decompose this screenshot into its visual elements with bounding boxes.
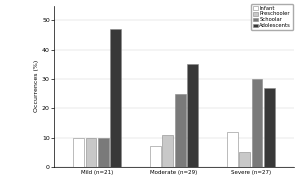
Bar: [187, 64, 198, 167]
Bar: [110, 29, 121, 167]
Bar: [162, 135, 173, 167]
Legend: Infant, Preschooler, Schoolar, Adolescents: Infant, Preschooler, Schoolar, Adolescen…: [251, 4, 293, 30]
Bar: [150, 146, 161, 167]
Bar: [73, 138, 84, 167]
Bar: [175, 94, 186, 167]
Bar: [264, 88, 275, 167]
Bar: [85, 138, 96, 167]
Bar: [239, 152, 250, 167]
Y-axis label: Occurrences (%): Occurrences (%): [34, 60, 39, 113]
Bar: [98, 138, 109, 167]
Bar: [227, 132, 238, 167]
Bar: [252, 79, 262, 167]
